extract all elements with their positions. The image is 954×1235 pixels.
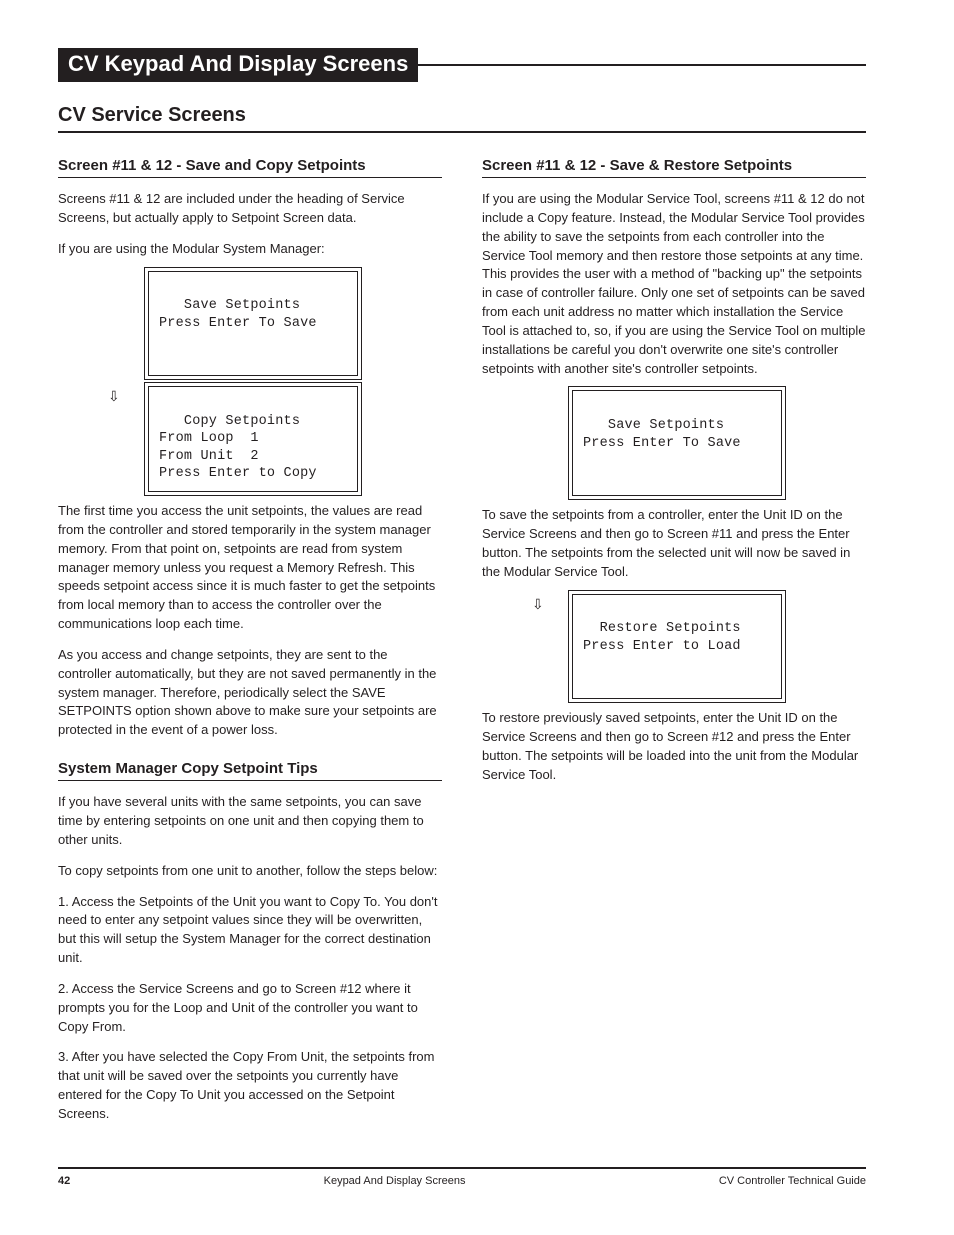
lcd-screen-2: Copy SetpointsFrom Loop 1From Unit 2Pres… xyxy=(148,386,358,492)
screen-2-line-3: From Unit 2 xyxy=(159,448,347,466)
left-para-6: To copy setpoints from one unit to anoth… xyxy=(58,862,442,881)
page-number: 42 xyxy=(58,1175,70,1187)
right-para-1: If you are using the Modular Service Too… xyxy=(482,190,866,378)
screen-3-line-1: Save Setpoints xyxy=(583,417,771,435)
screen-4-line-1: Restore Setpoints xyxy=(583,620,771,638)
right-para-3: To restore previously saved setpoints, e… xyxy=(482,709,866,784)
left-para-4: As you access and change setpoints, they… xyxy=(58,646,442,740)
left-para-1: Screens #11 & 12 are included under the … xyxy=(58,190,442,228)
right-para-2: To save the setpoints from a controller,… xyxy=(482,506,866,581)
left-step-1: 1. Access the Setpoints of the Unit you … xyxy=(58,893,442,968)
down-arrow-icon: ⇩ xyxy=(108,388,120,404)
screen-4-arrow: ⇩ xyxy=(532,594,572,612)
section-title: CV Service Screens xyxy=(58,104,866,133)
screen-1-wrap: Save SetpointsPress Enter To Save xyxy=(108,271,442,377)
page: CV Keypad And Display Screens CV Service… xyxy=(0,0,954,1235)
screen-1-line-1: Save Setpoints xyxy=(159,297,347,315)
screen-4-line-3 xyxy=(583,655,771,673)
screen-3-wrap: Save SetpointsPress Enter To Save xyxy=(532,390,866,496)
footer-right: CV Controller Technical Guide xyxy=(719,1175,866,1187)
left-para-5: If you have several units with the same … xyxy=(58,793,442,850)
screen-1-line-3 xyxy=(159,332,347,350)
screen-2-line-2: From Loop 1 xyxy=(159,430,347,448)
left-step-2: 2. Access the Service Screens and go to … xyxy=(58,980,442,1037)
screen-1-line-4 xyxy=(159,350,347,368)
screen-2-wrap: ⇩ Copy SetpointsFrom Loop 1From Unit 2Pr… xyxy=(108,386,442,492)
screen-3-pad xyxy=(532,390,572,392)
screen-1-pad xyxy=(108,271,148,273)
down-arrow-icon: ⇩ xyxy=(532,596,544,612)
screen-2-arrow: ⇩ xyxy=(108,386,148,404)
footer-center: Keypad And Display Screens xyxy=(70,1175,719,1187)
screen-4-line-2: Press Enter to Load xyxy=(583,638,771,656)
left-para-3: The first time you access the unit setpo… xyxy=(58,502,442,634)
lcd-screen-3: Save SetpointsPress Enter To Save xyxy=(572,390,782,496)
right-column: Screen #11 & 12 - Save & Restore Setpoin… xyxy=(482,137,866,1136)
screen-2-line-1: Copy Setpoints xyxy=(159,413,347,431)
right-subtitle-1: Screen #11 & 12 - Save & Restore Setpoin… xyxy=(482,157,866,178)
left-step-3: 3. After you have selected the Copy From… xyxy=(58,1048,442,1123)
screen-4-line-4 xyxy=(583,673,771,691)
two-column-layout: Screen #11 & 12 - Save and Copy Setpoint… xyxy=(58,137,866,1136)
lcd-screen-1: Save SetpointsPress Enter To Save xyxy=(148,271,358,377)
left-para-2: If you are using the Modular System Mana… xyxy=(58,240,442,259)
lcd-screen-4: Restore SetpointsPress Enter to Load xyxy=(572,594,782,700)
chapter-title: CV Keypad And Display Screens xyxy=(58,48,418,82)
header-rule xyxy=(418,64,866,66)
left-subtitle-1: Screen #11 & 12 - Save and Copy Setpoint… xyxy=(58,157,442,178)
screen-3-line-3 xyxy=(583,452,771,470)
footer: 42 Keypad And Display Screens CV Control… xyxy=(58,1167,866,1187)
left-subtitle-2: System Manager Copy Setpoint Tips xyxy=(58,760,442,781)
screen-4-wrap: ⇩ Restore SetpointsPress Enter to Load xyxy=(532,594,866,700)
header-row: CV Keypad And Display Screens xyxy=(58,48,866,82)
left-column: Screen #11 & 12 - Save and Copy Setpoint… xyxy=(58,137,442,1136)
screen-3-line-4 xyxy=(583,470,771,488)
screen-2-line-4: Press Enter to Copy xyxy=(159,465,347,483)
screen-3-line-2: Press Enter To Save xyxy=(583,435,771,453)
screen-1-line-2: Press Enter To Save xyxy=(159,315,347,333)
